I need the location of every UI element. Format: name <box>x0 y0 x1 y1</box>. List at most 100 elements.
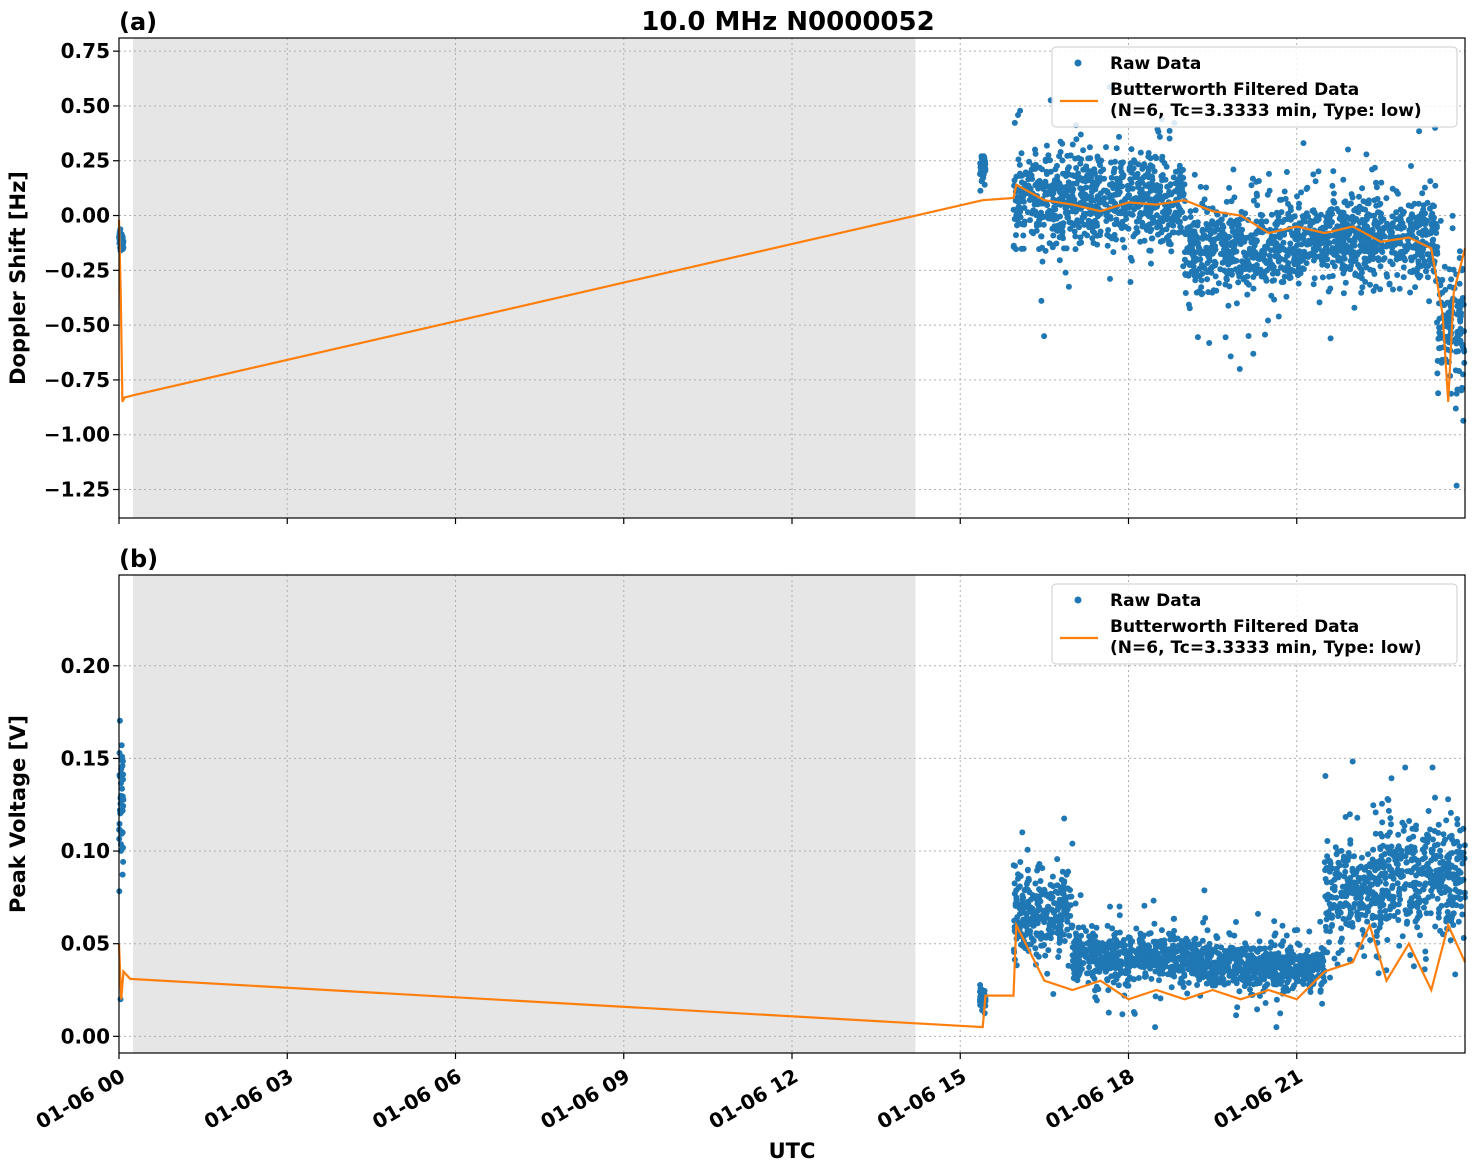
raw-data-point <box>1062 269 1069 276</box>
raw-data-point <box>1091 197 1098 204</box>
raw-data-point <box>1086 958 1093 965</box>
raw-data-point <box>1180 939 1187 946</box>
raw-data-point <box>1148 226 1155 233</box>
raw-data-point <box>1015 156 1022 163</box>
raw-data-point <box>1022 901 1029 908</box>
raw-data-point <box>1184 990 1191 997</box>
raw-data-point <box>1411 253 1418 260</box>
raw-data-point <box>1450 895 1457 902</box>
raw-data-point <box>1050 991 1057 997</box>
raw-data-point <box>1441 861 1448 868</box>
raw-data-point <box>1385 807 1392 814</box>
raw-data-point <box>1365 903 1372 910</box>
raw-data-point <box>1033 896 1040 903</box>
raw-data-point <box>1438 359 1445 366</box>
raw-data-point <box>1371 164 1378 171</box>
raw-data-point <box>1071 173 1078 180</box>
raw-data-point <box>1113 145 1120 152</box>
raw-data-point <box>1367 281 1373 288</box>
raw-data-point <box>1343 213 1350 220</box>
raw-data-point <box>1138 211 1145 218</box>
raw-data-point <box>1308 231 1315 238</box>
raw-data-point <box>1154 126 1161 133</box>
raw-data-point <box>1424 274 1431 281</box>
raw-data-point <box>1367 937 1374 944</box>
raw-data-point <box>1421 220 1428 227</box>
raw-data-point <box>1059 896 1066 903</box>
raw-data-point <box>1428 887 1435 894</box>
raw-data-point <box>1094 222 1101 229</box>
raw-data-point <box>1104 242 1111 249</box>
y-axis-label: Peak Voltage [V] <box>6 715 30 913</box>
raw-data-point <box>1323 222 1330 229</box>
legend: Raw Data Butterworth Filtered Data(N=6, T… <box>1051 46 1458 128</box>
raw-data-point <box>1161 216 1168 222</box>
raw-data-point <box>1157 995 1164 1002</box>
raw-data-point <box>1137 238 1144 245</box>
y-tick-label: −1.25 <box>44 478 110 502</box>
raw-data-point <box>1262 983 1269 989</box>
raw-data-point <box>1351 304 1358 311</box>
raw-data-point <box>1111 231 1118 238</box>
raw-data-point <box>1100 166 1107 173</box>
raw-data-point <box>1086 954 1093 960</box>
raw-data-point <box>1344 881 1351 888</box>
raw-data-point <box>1054 173 1061 180</box>
raw-data-point <box>1267 247 1274 254</box>
raw-data-point <box>1205 289 1212 296</box>
raw-data-point <box>1245 234 1252 241</box>
raw-data-point <box>118 766 125 772</box>
raw-data-point <box>1051 924 1058 930</box>
raw-data-point <box>1394 861 1401 868</box>
raw-data-point <box>1072 900 1079 907</box>
raw-data-point <box>1425 251 1432 258</box>
raw-data-point <box>1397 249 1404 255</box>
raw-data-point <box>1158 944 1165 951</box>
raw-data-point <box>1406 835 1413 842</box>
raw-data-point <box>1435 914 1442 921</box>
raw-data-point <box>1351 235 1358 242</box>
raw-data-point <box>1345 146 1351 153</box>
raw-data-point <box>1310 281 1317 288</box>
filtered-data-line <box>117 920 1467 1029</box>
raw-data-point <box>1128 957 1135 964</box>
raw-data-point <box>1083 210 1090 217</box>
raw-data-point <box>1250 968 1257 975</box>
raw-data-point <box>1454 816 1461 822</box>
raw-data-point <box>1271 966 1278 973</box>
raw-data-point <box>1378 853 1385 860</box>
raw-data-point <box>1208 244 1214 251</box>
raw-data-point <box>1152 993 1159 1000</box>
raw-data-point <box>1400 827 1407 834</box>
raw-data-point <box>1205 956 1211 963</box>
raw-data-point <box>1027 217 1033 224</box>
raw-data-point <box>1407 216 1414 223</box>
raw-data-point <box>1378 863 1385 870</box>
raw-data-point <box>117 810 124 817</box>
raw-data-point <box>1083 163 1090 170</box>
raw-data-point <box>1266 252 1273 259</box>
raw-data-point <box>1185 961 1192 968</box>
raw-data-point <box>1097 162 1103 168</box>
raw-data-point <box>1021 221 1028 228</box>
raw-data-point <box>1233 248 1240 255</box>
raw-data-point <box>1110 979 1117 986</box>
legend-filtered-label: Butterworth Filtered Data <box>1110 80 1359 100</box>
raw-data-point <box>1334 245 1341 251</box>
raw-data-point <box>1423 910 1430 917</box>
raw-data-point <box>1191 956 1198 963</box>
raw-data-point <box>1420 246 1427 253</box>
raw-data-point <box>1390 893 1397 900</box>
raw-data-point <box>1063 245 1070 252</box>
raw-data-point <box>1193 960 1200 967</box>
y-tick-label: −0.50 <box>44 313 110 337</box>
raw-data-point <box>1279 922 1286 929</box>
raw-data-point <box>1212 273 1219 280</box>
raw-data-point <box>1327 206 1334 213</box>
raw-data-point <box>1151 920 1158 927</box>
raw-data-point <box>1321 859 1328 866</box>
raw-data-point <box>1144 191 1151 197</box>
raw-data-point <box>1024 846 1031 853</box>
raw-data-point <box>1223 198 1230 205</box>
raw-data-point <box>1361 255 1368 262</box>
